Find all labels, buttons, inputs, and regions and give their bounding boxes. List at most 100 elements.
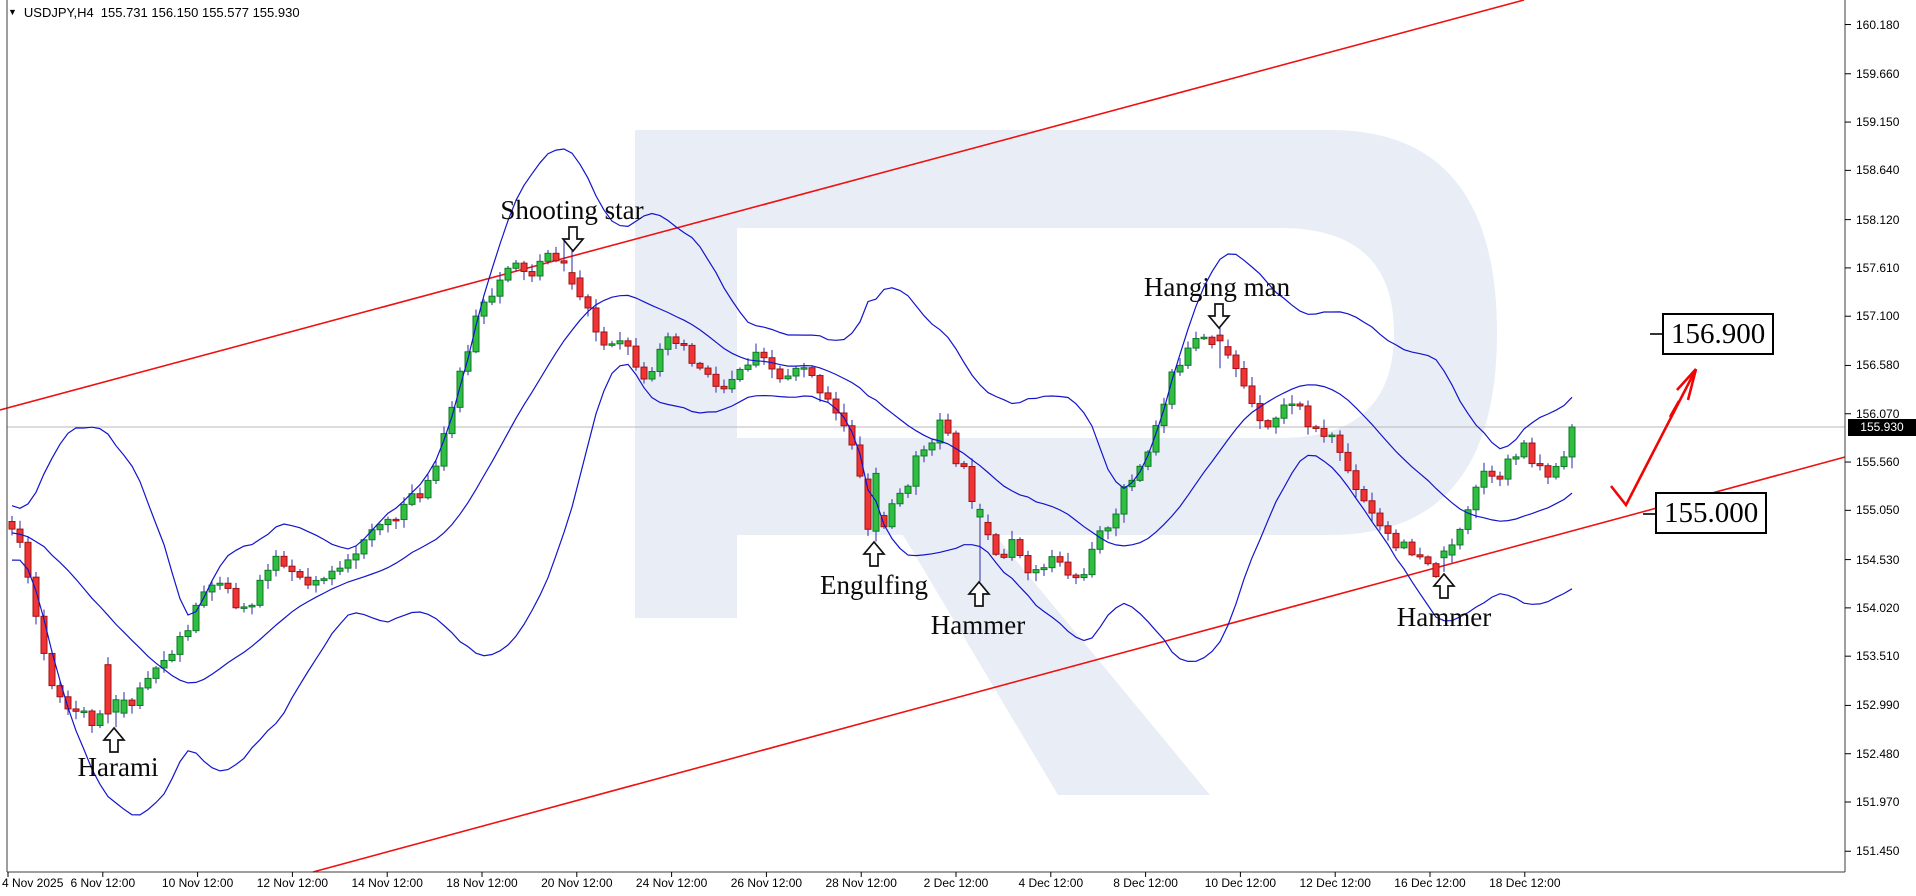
pattern-label-hammer[interactable]: Hammer [930, 610, 1026, 640]
candle-bull [1272, 417, 1280, 428]
candle-bull [920, 449, 928, 457]
candlestick-series [8, 240, 1576, 733]
pattern-arrow-down-icon[interactable] [561, 226, 585, 253]
candle-bull [608, 343, 616, 346]
projection-arrow-head [1686, 368, 1698, 401]
candle-bull [424, 479, 432, 499]
candle-bull [1120, 486, 1128, 515]
candle-bull [152, 667, 160, 679]
time-axis-label: 4 Dec 12:00 [1018, 876, 1084, 890]
candle-bull [1448, 544, 1456, 556]
candle-bear [1376, 512, 1384, 527]
candle-bull [240, 606, 248, 609]
pattern-arrow-up-icon[interactable] [1432, 572, 1456, 599]
projection-arrow-shaft[interactable] [1609, 368, 1698, 508]
candle-bear [760, 351, 768, 359]
candle-bull [1504, 458, 1512, 480]
time-axis-label: 24 Nov 12:00 [635, 876, 708, 890]
candle-bull [184, 630, 192, 638]
candle-bull [456, 370, 464, 408]
pattern-label-hanging-man[interactable]: Hanging man [1143, 272, 1291, 302]
price-axis-label: 160.180 [1856, 17, 1900, 32]
candle-bull [544, 252, 552, 262]
candle-bear [1416, 554, 1424, 558]
price-axis-label: 158.640 [1856, 163, 1900, 178]
candle-bear [1224, 346, 1232, 356]
candle-bull [1184, 347, 1192, 366]
candle-bull [928, 442, 936, 451]
candle-bear [848, 425, 856, 446]
candle-bull [752, 351, 760, 366]
pattern-label-harami[interactable]: Harami [77, 752, 159, 782]
symbol-dropdown-icon[interactable]: ▼ [8, 7, 17, 17]
candle-bull [784, 375, 792, 380]
candle-bull [904, 485, 912, 494]
candle-bear [304, 576, 312, 586]
candle-bear [1392, 532, 1400, 549]
target-price-callout[interactable]: 156.900 [1662, 313, 1775, 355]
candle-bull [1168, 371, 1176, 405]
candle-bear [1424, 556, 1432, 565]
candle-bear [288, 565, 296, 573]
candle-bull [744, 364, 752, 370]
candle-bear [128, 699, 136, 706]
candle-bear [600, 331, 608, 346]
candle-bear [224, 582, 232, 589]
candle-bull [1280, 404, 1288, 419]
candle-bull [400, 503, 408, 521]
candle-bull [912, 455, 920, 487]
candle-bear [1024, 555, 1032, 574]
pattern-arrow-up-icon[interactable] [102, 726, 126, 753]
candle-bull [1160, 403, 1168, 427]
candle-bear [568, 272, 576, 285]
candle-bear [816, 375, 824, 394]
price-axis-label: 158.120 [1856, 212, 1900, 227]
pattern-arrow-up-icon[interactable] [862, 540, 886, 567]
candle-bull [248, 604, 256, 608]
candle-bull [976, 508, 984, 518]
candle-bear [1064, 561, 1072, 576]
price-axis-label: 151.970 [1856, 795, 1900, 809]
candle-bear [696, 362, 704, 369]
support-price-callout[interactable]: 155.000 [1655, 492, 1768, 534]
candle-bull [352, 553, 360, 561]
candle-bull [728, 378, 736, 390]
candle-bear [1016, 539, 1024, 557]
pattern-label-shooting-star[interactable]: Shooting star [500, 195, 644, 225]
candle-bear [840, 412, 848, 427]
candle-bull [1400, 541, 1408, 549]
candle-bull [1152, 425, 1160, 453]
candle-bear [856, 444, 864, 477]
channel-lower-trendline[interactable] [312, 456, 1846, 873]
price-axis-label: 151.450 [1856, 844, 1900, 859]
candle-bull [168, 653, 176, 662]
candle-bull [888, 503, 896, 528]
candle-bear [72, 708, 80, 712]
candle-bull [464, 351, 472, 372]
channel-upper-trendline[interactable] [0, 0, 1525, 411]
candle-bear [280, 555, 288, 567]
pattern-label-hammer[interactable]: Hammer [1396, 602, 1492, 632]
price-axis-label: 154.530 [1856, 552, 1900, 567]
candle-bear [880, 515, 888, 528]
candle-bull [272, 555, 280, 571]
candle-bear [824, 392, 832, 400]
candle-bull [120, 699, 128, 714]
candle-bear [8, 521, 16, 530]
candle-bull [1464, 509, 1472, 530]
candle-bull [656, 348, 664, 373]
candle-bull [440, 433, 448, 467]
symbol-period-label: USDJPY,H4 [23, 5, 94, 20]
candle-bull [536, 260, 544, 277]
pattern-label-engulfing[interactable]: Engulfing [820, 570, 928, 600]
candle-bear [1240, 368, 1248, 387]
candle-bear [1248, 385, 1256, 404]
candle-bear [104, 664, 112, 715]
candle-bear [1000, 553, 1008, 558]
pattern-arrow-down-icon[interactable] [1207, 303, 1231, 330]
pattern-arrow-up-icon[interactable] [967, 580, 991, 607]
bollinger-lower-band [11, 363, 1573, 816]
candle-bull [384, 518, 392, 526]
time-axis-label: 10 Dec 12:00 [1204, 876, 1277, 890]
